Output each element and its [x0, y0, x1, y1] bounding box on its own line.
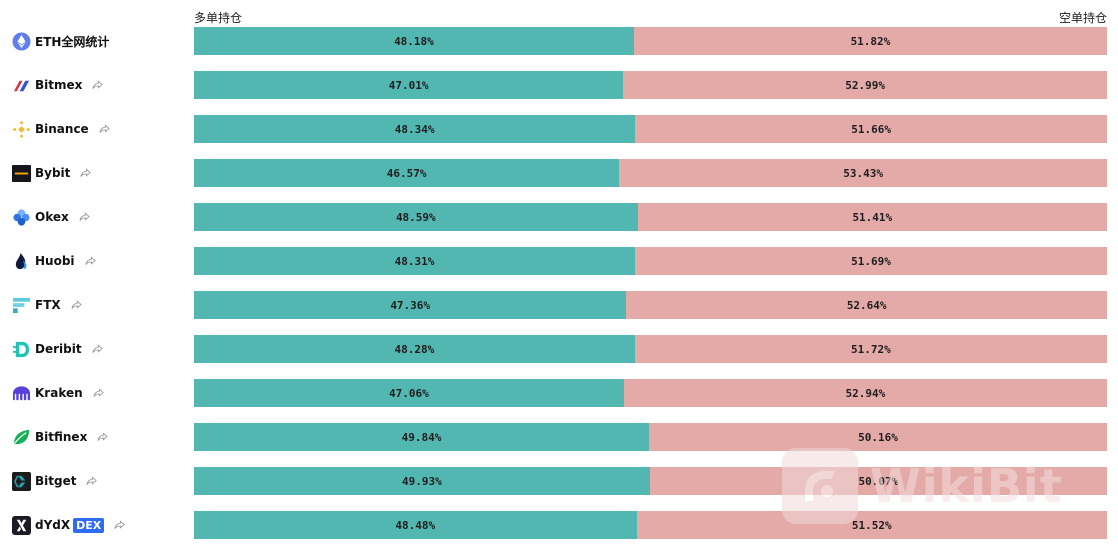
- share-icon[interactable]: [79, 212, 90, 222]
- share-icon[interactable]: [114, 520, 126, 530]
- short-ratio: 51.52%: [636, 511, 1107, 539]
- long-short-bar: 47.01% 52.99%: [194, 71, 1107, 99]
- share-icon[interactable]: [97, 432, 109, 442]
- long-short-bar: 48.48% 51.52%: [194, 511, 1107, 539]
- ethereum-icon: [12, 31, 31, 51]
- bitget-logo-icon: [12, 471, 31, 491]
- share-icon[interactable]: [71, 300, 82, 310]
- ratio-row-bitmex: Bitmex 47.01% 52.99%: [0, 71, 1118, 99]
- exchange-name: Bitmex: [35, 78, 83, 92]
- exchange-cell: Okex: [12, 203, 90, 231]
- long-short-bar: 48.34% 51.66%: [194, 115, 1107, 143]
- long-short-bar: 49.93% 50.07%: [194, 467, 1107, 495]
- share-icon[interactable]: [86, 476, 98, 486]
- short-ratio: 51.69%: [635, 247, 1107, 275]
- short-ratio: 51.72%: [634, 335, 1107, 363]
- long-ratio: 48.34%: [194, 115, 636, 143]
- share-icon[interactable]: [80, 168, 92, 178]
- long-ratio: 48.18%: [194, 27, 634, 55]
- short-ratio: 51.82%: [633, 27, 1107, 55]
- okex-logo-icon: [13, 208, 30, 226]
- long-position-header: 多单持仓: [194, 11, 243, 25]
- long-short-bar: 47.36% 52.64%: [194, 291, 1107, 319]
- long-ratio: 47.36%: [194, 291, 627, 319]
- exchange-cell: Bybit: [12, 159, 92, 187]
- long-ratio: 47.06%: [194, 379, 624, 407]
- short-ratio: 50.16%: [649, 423, 1107, 451]
- short-ratio: 51.41%: [637, 203, 1107, 231]
- dex-badge: DEX: [73, 517, 105, 533]
- ratio-row-binance: Binance 48.34% 51.66%: [0, 115, 1118, 143]
- ratio-row-ftx: FTX 47.36% 52.64%: [0, 291, 1118, 319]
- short-position-header: 空单持仓: [1058, 11, 1107, 25]
- exchange-cell: Kraken: [12, 379, 104, 407]
- long-short-bar: 48.18% 51.82%: [194, 27, 1107, 55]
- ratio-row-deribit: Deribit 48.28% 51.72%: [0, 335, 1118, 363]
- dydx-logo-icon: [12, 515, 31, 535]
- short-ratio: 52.99%: [623, 71, 1107, 99]
- long-ratio: 49.93%: [194, 467, 650, 495]
- bitmex-logo-icon: [13, 80, 30, 91]
- long-short-bar: 48.59% 51.41%: [194, 203, 1107, 231]
- huobi-logo-icon: [15, 252, 27, 269]
- long-short-bar: 46.57% 53.43%: [194, 159, 1107, 187]
- long-short-bar: 48.28% 51.72%: [194, 335, 1107, 363]
- exchange-cell: dYdX DEX: [12, 511, 126, 539]
- long-short-bar: 48.31% 51.69%: [194, 247, 1107, 275]
- exchange-name: Binance: [35, 122, 89, 136]
- share-icon[interactable]: [99, 124, 110, 134]
- exchange-cell: Deribit: [12, 335, 103, 363]
- deribit-logo-icon: [12, 341, 30, 357]
- exchange-cell: Bitfinex: [12, 423, 109, 451]
- ratio-row-bybit: Bybit 46.57% 53.43%: [0, 159, 1118, 187]
- short-ratio: 51.66%: [635, 115, 1107, 143]
- exchange-name: Bitfinex: [35, 430, 88, 444]
- exchange-cell: Binance: [12, 115, 110, 143]
- short-ratio: 52.64%: [626, 291, 1107, 319]
- binance-logo-icon: [12, 120, 31, 138]
- long-short-bar: 49.84% 50.16%: [194, 423, 1107, 451]
- ratio-row-bitfinex: Bitfinex 49.84% 50.16%: [0, 423, 1118, 451]
- bitfinex-leaf-icon: [13, 429, 30, 445]
- bybit-logo-icon: [12, 164, 31, 182]
- exchange-name: dYdX: [35, 518, 71, 532]
- exchange-name: Bitget: [35, 474, 77, 488]
- exchange-name: ETH全网统计: [35, 34, 110, 49]
- long-ratio: 47.01%: [194, 71, 624, 99]
- ratio-row-bitget: Bitget 49.93% 50.07%: [0, 467, 1118, 495]
- long-ratio: 48.48%: [194, 511, 637, 539]
- long-ratio: 48.31%: [194, 247, 636, 275]
- ratio-row-kraken: Kraken 47.06% 52.94%: [0, 379, 1118, 407]
- ratio-row-eth: ETH全网统计 48.18% 51.82%: [0, 27, 1118, 55]
- long-short-bar: 47.06% 52.94%: [194, 379, 1107, 407]
- ratio-row-okex: Okex 48.59% 51.41%: [0, 203, 1118, 231]
- long-ratio: 48.28%: [194, 335, 635, 363]
- exchange-cell: Huobi: [12, 247, 96, 275]
- exchange-name: Bybit: [35, 166, 71, 180]
- share-icon[interactable]: [85, 256, 96, 266]
- ratio-row-huobi: Huobi 48.31% 51.69%: [0, 247, 1118, 275]
- exchange-cell: FTX: [12, 291, 82, 319]
- long-ratio: 48.59%: [194, 203, 638, 231]
- exchange-cell: Bitmex: [12, 71, 104, 99]
- exchange-name: Kraken: [35, 386, 83, 400]
- exchange-name: Deribit: [35, 342, 82, 356]
- long-ratio: 49.84%: [194, 423, 650, 451]
- share-icon[interactable]: [92, 344, 103, 354]
- ratio-row-dydx: dYdX DEX 48.48% 51.52%: [0, 511, 1118, 539]
- short-ratio: 53.43%: [619, 159, 1107, 187]
- exchange-cell: ETH全网统计: [12, 27, 109, 55]
- share-icon[interactable]: [92, 80, 104, 90]
- short-ratio: 52.94%: [623, 379, 1107, 407]
- exchange-cell: Bitget: [12, 467, 98, 495]
- share-icon[interactable]: [93, 388, 104, 398]
- exchange-name: FTX: [35, 298, 61, 312]
- kraken-logo-icon: [12, 385, 31, 400]
- short-ratio: 50.07%: [649, 467, 1107, 495]
- long-ratio: 46.57%: [194, 159, 620, 187]
- ftx-logo-icon: [12, 297, 31, 313]
- exchange-name: Okex: [35, 210, 69, 224]
- exchange-name: Huobi: [35, 254, 75, 268]
